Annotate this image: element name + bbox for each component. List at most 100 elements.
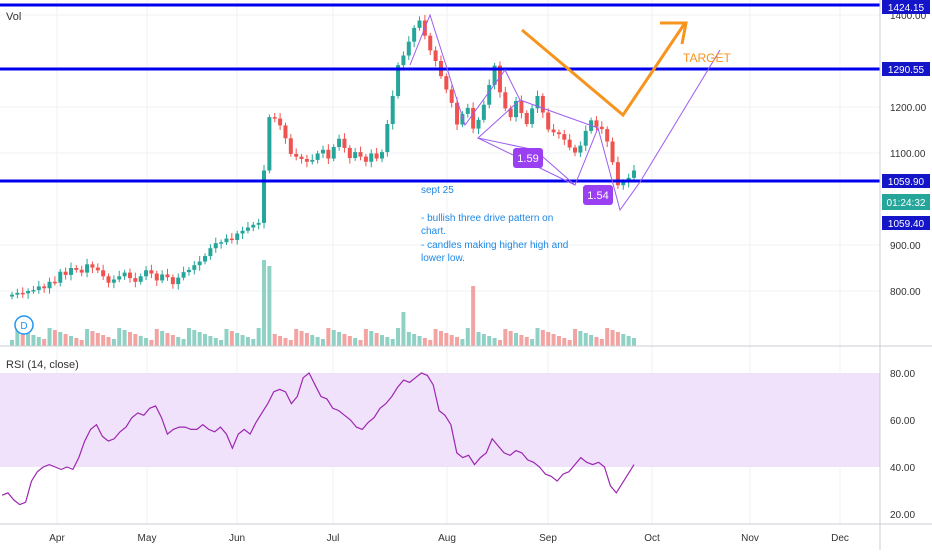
volume-bar — [337, 332, 342, 346]
candle-body — [621, 181, 626, 186]
candle-body — [481, 104, 486, 120]
volume-bar — [170, 335, 175, 346]
ratio-badge-2[interactable]: 1.54 — [583, 185, 613, 205]
volume-bar — [79, 340, 84, 346]
volume-bar — [256, 328, 261, 346]
candle-body — [10, 294, 14, 297]
volume-bar — [556, 336, 561, 346]
volume-bar — [428, 340, 433, 346]
time-axis[interactable]: Apr May Jun Jul Aug Sep Oct Nov Dec — [49, 533, 849, 544]
volume-bar — [369, 331, 374, 346]
rsi-title[interactable]: RSI (14, close) — [6, 359, 79, 371]
volume-bar — [90, 331, 95, 346]
volume-bar — [508, 331, 513, 346]
volume-bar — [26, 333, 31, 346]
volume-bar — [615, 332, 620, 346]
volume-bar — [138, 336, 143, 346]
volume-bar — [240, 335, 245, 346]
candle-body — [47, 281, 52, 289]
candle-body — [492, 65, 497, 85]
volume-bar — [160, 331, 165, 346]
candle-body — [240, 230, 245, 234]
volume-bar — [449, 335, 454, 346]
candle-body — [176, 277, 181, 285]
level-label-1290: 1290.55 — [888, 65, 925, 76]
candle-body — [95, 267, 100, 271]
candle-body — [417, 20, 422, 28]
volume-bar — [203, 334, 208, 346]
candle-body — [562, 134, 567, 140]
level-label-1424: 1424.15 — [888, 3, 925, 14]
candle-body — [503, 92, 508, 109]
candle-body — [127, 272, 132, 279]
volume-bar — [481, 334, 486, 346]
candle-body — [74, 268, 79, 270]
candle-body — [154, 273, 159, 281]
candle-body — [79, 269, 84, 273]
candle-body — [149, 270, 154, 274]
volume-bar — [165, 333, 170, 346]
candle-body — [615, 162, 620, 186]
volume-bar — [492, 338, 497, 346]
volume-bar — [385, 337, 390, 346]
candle-body — [374, 153, 379, 159]
three-drive-pattern[interactable] — [409, 13, 721, 212]
volume-bar — [363, 329, 368, 346]
candle-body — [256, 222, 261, 225]
volume-bar — [294, 329, 299, 346]
volume-bar — [589, 335, 594, 346]
rsi-axis[interactable]: 80.00 60.00 40.00 20.00 — [890, 369, 915, 521]
volume-bar — [417, 336, 422, 346]
time-tick-label: Aug — [438, 533, 456, 544]
volume-bar — [573, 329, 578, 346]
candle-body — [251, 224, 256, 228]
volume-bar — [208, 336, 213, 346]
candle-body — [68, 268, 73, 275]
candle-body — [599, 126, 604, 130]
ratio-badge-1[interactable]: 1.59 — [513, 148, 543, 168]
candle-body — [412, 27, 417, 42]
candles — [10, 15, 636, 300]
volume-bar — [401, 312, 406, 346]
volume-bar — [535, 328, 540, 346]
candle-body — [379, 152, 384, 159]
candle-body — [347, 147, 352, 159]
price-tick-label: 1100.00 — [890, 149, 926, 160]
volume-bar — [106, 337, 111, 346]
price-tick-label: 900.00 — [890, 241, 921, 252]
volume-bar — [63, 334, 68, 346]
volume-bar — [422, 338, 427, 346]
candle-body — [524, 112, 529, 125]
volume-bar — [514, 333, 519, 346]
candle-body — [52, 281, 57, 284]
volume-bar — [122, 330, 127, 346]
volume-bar — [272, 334, 277, 346]
current-price-badge: 01:24:32 — [882, 194, 930, 210]
volume-bar — [540, 330, 545, 346]
candle-body — [294, 153, 299, 157]
note-line: chart. — [421, 226, 446, 237]
candle-body — [165, 274, 170, 278]
candle-body — [42, 286, 47, 289]
price-axis[interactable]: 1400.00 1200.00 1100.00 900.00 800.00 — [890, 11, 927, 298]
volume-bar — [567, 340, 572, 346]
volume-bar — [342, 334, 347, 346]
rsi-tick-label: 60.00 — [890, 416, 915, 427]
level-badge-1290: 1290.55 — [882, 62, 930, 76]
volume-bar — [460, 339, 465, 346]
target-label: TARGET — [683, 51, 731, 65]
candle-body — [401, 55, 406, 66]
candle-body — [197, 261, 202, 266]
arrow-head-icon — [665, 21, 688, 45]
volume-bar — [406, 332, 411, 346]
volume-bar — [578, 331, 583, 346]
volume-bar — [133, 334, 138, 346]
volume-bar — [52, 330, 57, 346]
note-line: sept 25 — [421, 185, 454, 196]
level-badge-1424: 1424.15 — [882, 0, 930, 14]
dividend-badge[interactable]: D — [14, 315, 34, 335]
volume-bar — [192, 330, 197, 346]
below-price-badge: 1059.40 — [882, 216, 930, 230]
volume-bar — [471, 286, 476, 346]
